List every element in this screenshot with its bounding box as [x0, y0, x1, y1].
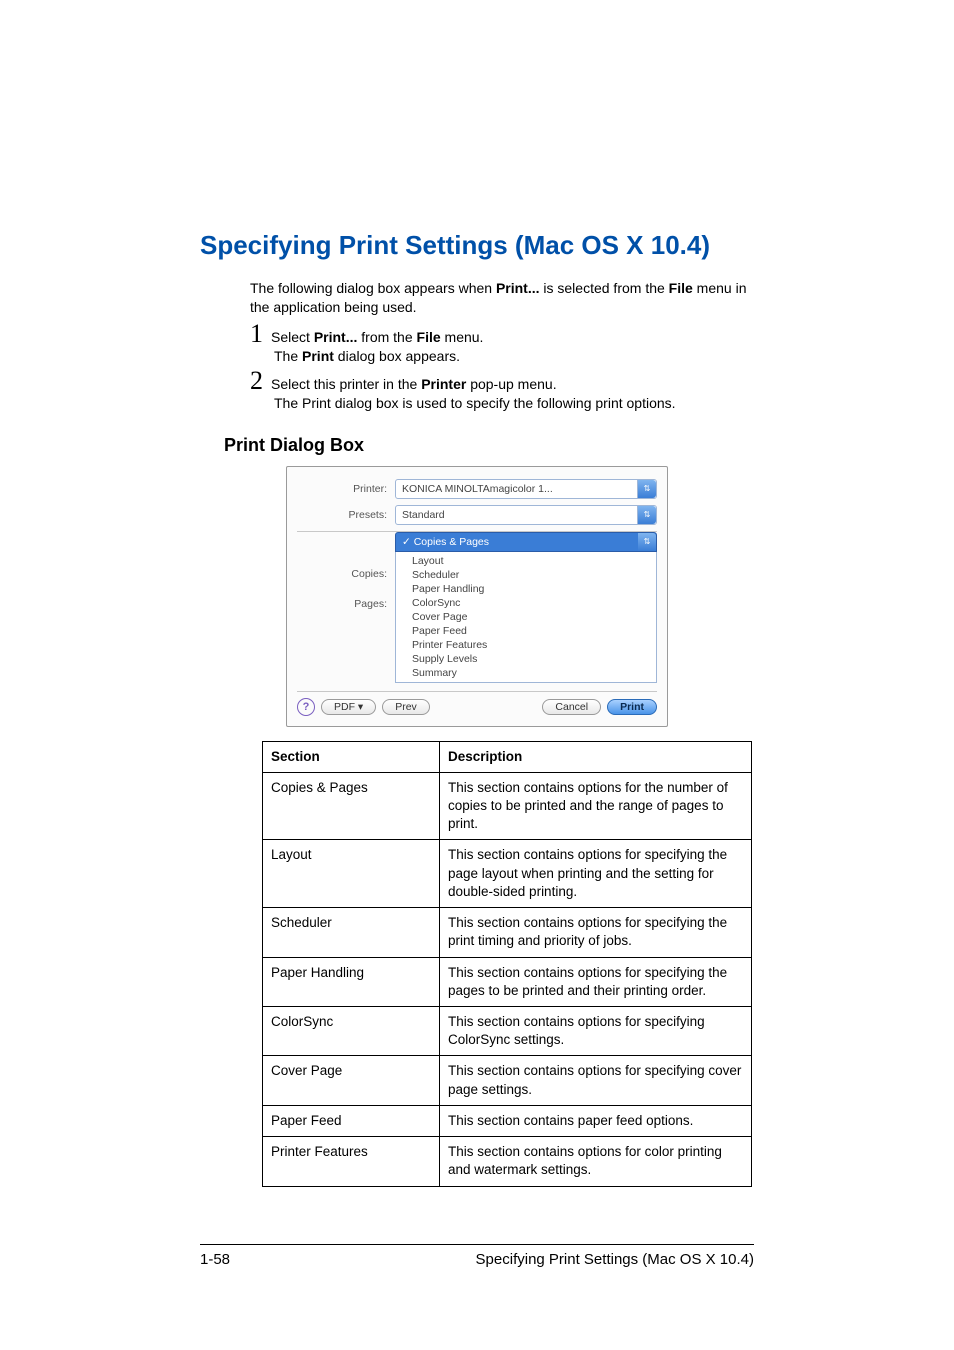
presets-combo-value: Standard: [402, 509, 445, 521]
page-heading: Specifying Print Settings (Mac OS X 10.4…: [200, 230, 754, 261]
page-footer: 1-58 Specifying Print Settings (Mac OS X…: [200, 1244, 754, 1268]
section-option-supply-levels[interactable]: Supply Levels: [396, 652, 656, 666]
section-selected-value: Copies & Pages: [414, 536, 489, 548]
table-row: ColorSyncThis section contains options f…: [263, 1006, 752, 1055]
preview-button[interactable]: Prev: [382, 699, 430, 715]
step-1-a: Select: [271, 329, 314, 345]
cell-description: This section contains options for color …: [440, 1137, 752, 1186]
step-1-sub: The Print dialog box appears.: [274, 347, 754, 366]
table-row: Paper FeedThis section contains paper fe…: [263, 1105, 752, 1136]
table-row: Cover PageThis section contains options …: [263, 1056, 752, 1105]
step-2-a: Select this printer in the: [271, 376, 421, 392]
section-combo-open[interactable]: ✓ Copies & Pages ⇅ Layout Scheduler Pape…: [395, 532, 657, 683]
cell-section: ColorSync: [263, 1006, 440, 1055]
cell-description: This section contains options for specif…: [440, 1056, 752, 1105]
chevron-updown-icon: ⇅: [637, 480, 656, 498]
section-check-icon: ✓: [402, 536, 414, 548]
pages-label: Pages:: [297, 598, 387, 610]
step-2: 2 Select this printer in the Printer pop…: [250, 368, 754, 394]
footer-page-number: 1-58: [200, 1251, 230, 1268]
section-option-summary[interactable]: Summary: [396, 666, 656, 680]
printer-label: Printer:: [297, 483, 395, 495]
step-2-number: 2: [250, 368, 263, 394]
cell-description: This section contains options for specif…: [440, 957, 752, 1006]
intro-bold-print: Print...: [496, 280, 540, 296]
cell-section: Paper Feed: [263, 1105, 440, 1136]
table-row: Copies & PagesThis section contains opti…: [263, 772, 752, 840]
footer-title: Specifying Print Settings (Mac OS X 10.4…: [476, 1251, 754, 1268]
cell-description: This section contains options for specif…: [440, 908, 752, 957]
print-dialog: Printer: KONICA MINOLTAmagicolor 1... ⇅ …: [286, 466, 668, 727]
sections-table: Section Description Copies & PagesThis s…: [262, 741, 752, 1187]
table-header-row: Section Description: [263, 741, 752, 772]
printer-combo[interactable]: KONICA MINOLTAmagicolor 1... ⇅: [395, 479, 657, 499]
section-option-printer-features[interactable]: Printer Features: [396, 638, 656, 652]
intro-part-a: The following dialog box appears when: [250, 280, 496, 296]
help-icon[interactable]: ?: [297, 698, 315, 716]
col-section: Section: [263, 741, 440, 772]
step-1-number: 1: [250, 321, 263, 347]
footer-divider: [200, 1244, 754, 1245]
cell-section: Layout: [263, 840, 440, 908]
cell-section: Paper Handling: [263, 957, 440, 1006]
step-1-sub-bold: Print: [302, 348, 334, 364]
step-1-sub-b: dialog box appears.: [334, 348, 460, 364]
printer-combo-value: KONICA MINOLTAmagicolor 1...: [402, 483, 553, 495]
step-2-sub: The Print dialog box is used to specify …: [274, 394, 754, 413]
step-1-sub-a: The: [274, 348, 302, 364]
pdf-button[interactable]: PDF ▾: [321, 699, 376, 715]
cell-description: This section contains options for the nu…: [440, 772, 752, 840]
section-dropdown-list: Layout Scheduler Paper Handling ColorSyn…: [395, 552, 657, 683]
section-option-paper-handling[interactable]: Paper Handling: [396, 582, 656, 596]
print-button[interactable]: Print: [607, 699, 657, 715]
table-row: LayoutThis section contains options for …: [263, 840, 752, 908]
step-1-bold-print: Print...: [314, 329, 358, 345]
table-row: SchedulerThis section contains options f…: [263, 908, 752, 957]
step-2-b: pop-up menu.: [466, 376, 556, 392]
cell-section: Cover Page: [263, 1056, 440, 1105]
cell-description: This section contains paper feed options…: [440, 1105, 752, 1136]
cell-description: This section contains options for specif…: [440, 1006, 752, 1055]
intro-bold-file: File: [669, 280, 693, 296]
intro-text: The following dialog box appears when Pr…: [250, 279, 754, 317]
section-option-paper-feed[interactable]: Paper Feed: [396, 624, 656, 638]
table-row: Printer FeaturesThis section contains op…: [263, 1137, 752, 1186]
section-option-cover-page[interactable]: Cover Page: [396, 610, 656, 624]
presets-label: Presets:: [297, 509, 395, 521]
section-option-scheduler[interactable]: Scheduler: [396, 568, 656, 582]
copies-label: Copies:: [297, 568, 387, 580]
section-option-layout[interactable]: Layout: [396, 554, 656, 568]
intro-part-b: is selected from the: [540, 280, 669, 296]
chevron-updown-icon: ⇅: [637, 506, 656, 524]
step-1: 1 Select Print... from the File menu.: [250, 321, 754, 347]
step-2-bold-printer: Printer: [421, 376, 466, 392]
cell-section: Printer Features: [263, 1137, 440, 1186]
section-option-colorsync[interactable]: ColorSync: [396, 596, 656, 610]
subheading: Print Dialog Box: [224, 435, 754, 456]
step-1-bold-file: File: [417, 329, 441, 345]
cancel-button[interactable]: Cancel: [542, 699, 601, 715]
col-description: Description: [440, 741, 752, 772]
cell-section: Copies & Pages: [263, 772, 440, 840]
cell-description: This section contains options for specif…: [440, 840, 752, 908]
cell-section: Scheduler: [263, 908, 440, 957]
step-1-c: menu.: [441, 329, 484, 345]
step-1-b: from the: [357, 329, 416, 345]
chevron-updown-icon: ⇅: [638, 533, 656, 551]
presets-combo[interactable]: Standard ⇅: [395, 505, 657, 525]
table-row: Paper HandlingThis section contains opti…: [263, 957, 752, 1006]
